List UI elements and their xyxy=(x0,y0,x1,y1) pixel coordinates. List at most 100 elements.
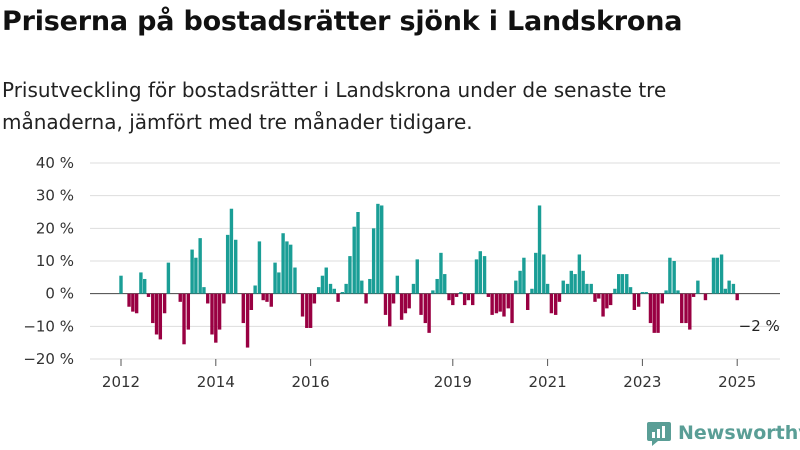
brand-name: Newsworthy xyxy=(678,422,800,444)
bar xyxy=(684,293,688,324)
x-tick-label: 2023 xyxy=(623,373,661,391)
bar xyxy=(214,293,218,343)
bar xyxy=(502,293,506,317)
bar xyxy=(285,241,289,294)
bar xyxy=(696,280,700,294)
bar xyxy=(143,278,147,294)
bar xyxy=(395,275,400,294)
bar xyxy=(210,293,214,335)
y-tick-label: 30 % xyxy=(36,187,74,205)
bar xyxy=(261,293,265,301)
bar xyxy=(688,293,692,330)
bar xyxy=(217,293,222,330)
bar xyxy=(498,293,502,312)
bar xyxy=(352,226,356,294)
newsworthy-logo: Newsworthy xyxy=(646,420,800,446)
bar xyxy=(542,254,546,294)
bar xyxy=(348,256,352,294)
bar xyxy=(178,293,182,302)
last-value-annotation: −2 % xyxy=(739,317,780,335)
bar xyxy=(715,257,719,294)
bar xyxy=(368,278,372,294)
bar xyxy=(293,267,297,294)
bar xyxy=(703,293,708,301)
bar xyxy=(253,285,257,294)
bar xyxy=(245,293,250,348)
bar xyxy=(166,262,171,294)
bar xyxy=(652,293,656,333)
bar xyxy=(648,293,653,324)
bar xyxy=(636,293,641,307)
bar xyxy=(443,274,447,294)
bar xyxy=(269,293,273,307)
bar xyxy=(466,293,471,301)
bar xyxy=(415,259,419,294)
bar xyxy=(328,283,333,294)
y-tick-label: 20 % xyxy=(36,219,74,237)
bar xyxy=(439,252,443,294)
bar xyxy=(664,290,668,294)
bar xyxy=(605,293,609,309)
bar xyxy=(597,293,601,299)
x-axis: 2012 2014 2016 2019 2021 2023 2025 xyxy=(102,359,756,391)
bar xyxy=(407,293,411,309)
bar xyxy=(154,293,159,335)
x-tick-label: 2019 xyxy=(434,373,472,391)
y-tick-label: 10 % xyxy=(36,252,74,270)
bar xyxy=(640,292,645,294)
bar xyxy=(691,293,696,297)
bar xyxy=(573,274,577,294)
bar xyxy=(518,270,522,294)
bar xyxy=(585,283,589,294)
y-tick-label: −20 % xyxy=(23,350,74,368)
bar xyxy=(565,283,570,294)
chart-title: Priserna på bostadsrätter sjönk i Landsk… xyxy=(2,6,683,37)
bar xyxy=(620,274,625,294)
bar xyxy=(194,257,198,294)
bar xyxy=(613,288,617,294)
bar xyxy=(644,292,648,294)
bar xyxy=(190,249,194,294)
bar xyxy=(388,293,392,327)
bar xyxy=(134,293,139,314)
bar xyxy=(229,208,234,294)
bar xyxy=(727,280,731,294)
bar xyxy=(672,261,676,294)
bar xyxy=(162,293,167,314)
bar xyxy=(668,257,672,294)
bar xyxy=(676,290,680,294)
bar xyxy=(731,283,736,294)
bar xyxy=(632,293,637,310)
bar xyxy=(459,292,463,294)
bar xyxy=(419,293,423,315)
bar xyxy=(206,293,210,304)
y-tick-label: 40 % xyxy=(36,154,74,172)
bar xyxy=(265,293,269,302)
bar xyxy=(530,288,534,294)
bar xyxy=(344,283,348,294)
bar xyxy=(391,293,396,304)
bar xyxy=(549,293,554,314)
bar xyxy=(561,280,565,294)
bar xyxy=(423,293,428,324)
bar xyxy=(257,241,262,294)
bar xyxy=(656,293,660,333)
y-axis: 40 % 30 % 20 % 10 % 0 % −10 % −20 % xyxy=(23,154,74,368)
bar xyxy=(494,293,499,314)
bar xyxy=(723,288,728,294)
bar xyxy=(510,293,514,324)
bar xyxy=(158,293,163,340)
bar xyxy=(360,280,364,294)
bar xyxy=(186,293,191,330)
bar xyxy=(119,275,123,294)
x-tick-label: 2021 xyxy=(529,373,567,391)
bar xyxy=(146,293,151,297)
bar xyxy=(454,293,459,297)
bar xyxy=(241,293,245,324)
bar xyxy=(435,278,439,294)
bar xyxy=(719,254,724,294)
bar xyxy=(222,293,226,304)
bar xyxy=(281,233,285,294)
bar xyxy=(537,205,542,294)
bar xyxy=(305,293,309,328)
